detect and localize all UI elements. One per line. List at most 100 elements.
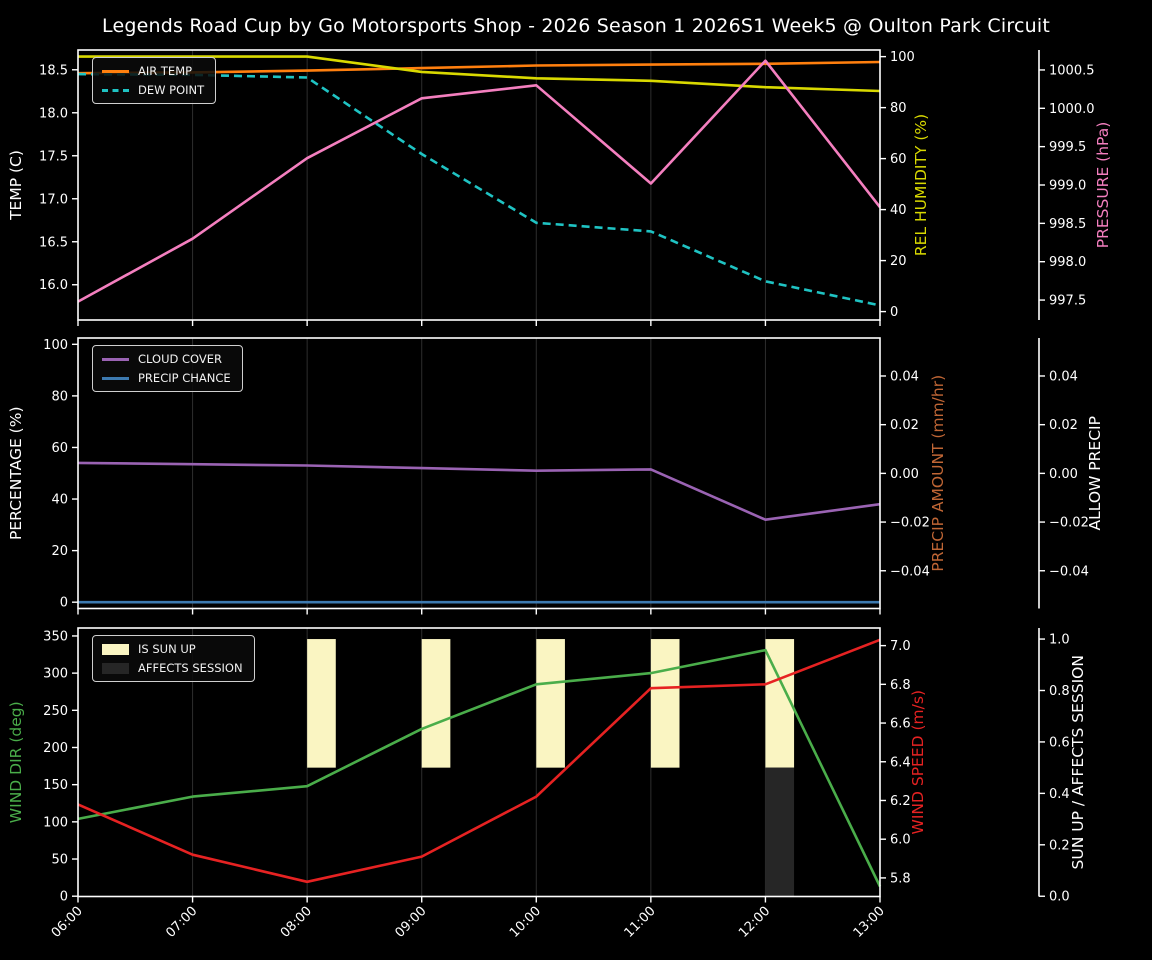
tick-label: 6.8 — [890, 678, 911, 693]
rel-humidity-axis-label: REL HUMIDITY (%) — [912, 114, 930, 256]
legend-item-sun-up: IS SUN UP — [102, 642, 243, 656]
dew-point-line — [77, 72, 881, 307]
tick-label: 80 — [890, 101, 907, 116]
x-tick-label: 10:00 — [507, 904, 544, 941]
tick-label: 0.02 — [1049, 418, 1078, 433]
x-tick-label: 11:00 — [622, 904, 659, 941]
tick-label: 0 — [890, 305, 898, 320]
tick-label: 999.5 — [1049, 140, 1086, 155]
tick-label: 50 — [51, 853, 68, 868]
panel-frame — [77, 49, 881, 321]
tick-label: 150 — [43, 778, 68, 793]
precip-amount-mm-hr-axis-label: PRECIP AMOUNT (mm/hr) — [929, 375, 947, 572]
temp-c-axis-label: TEMP (C) — [7, 150, 25, 221]
legend-precipitation: CLOUD COVER PRECIP CHANCE — [92, 345, 243, 392]
x-axis-ticks: 06:00 07:00 08:00 09:00 10:00 11:00 12:00 13:00 — [49, 896, 888, 941]
wind-dir-deg-axis-label: WIND DIR (deg) — [7, 701, 25, 823]
sun-up-affects-session-axis-label: SUN UP / AFFECTS SESSION — [1069, 655, 1087, 869]
tick-label: 6.0 — [890, 833, 911, 848]
legend-label: PRECIP CHANCE — [138, 371, 231, 385]
tick-label: −0.04 — [890, 564, 930, 579]
tick-label: 0.04 — [890, 369, 919, 384]
x-tick-label: 06:00 — [49, 904, 86, 941]
tick-label: 7.0 — [890, 639, 911, 654]
legend-item-cloud-cover: CLOUD COVER — [102, 352, 231, 366]
chart-title: Legends Road Cup by Go Motorsports Shop … — [102, 15, 1050, 37]
tick-label: 998.5 — [1049, 217, 1086, 232]
tick-label: 60 — [51, 441, 68, 456]
cloud-cover-line — [77, 461, 881, 522]
legend-item-affects-session: AFFECTS SESSION — [102, 661, 243, 675]
legend-label: CLOUD COVER — [138, 352, 223, 366]
tick-label: 20 — [51, 544, 68, 559]
tick-label: 100 — [43, 338, 68, 353]
wind-speed-line — [77, 638, 881, 884]
wind-speed-m-s-axis: 5.8 6.0 6.2 6.4 6.6 6.8 7.0 WIND SPEED (m/s) — [880, 639, 927, 886]
tick-label: 40 — [890, 203, 907, 218]
tick-label: 1.0 — [1049, 633, 1070, 648]
tick-label: 0.0 — [1049, 890, 1070, 905]
wind-dir-line — [77, 648, 882, 888]
legend-item-precip-chance: PRECIP CHANCE — [102, 371, 231, 385]
tick-label: 998.0 — [1049, 255, 1086, 270]
legend-wind: IS SUN UP AFFECTS SESSION — [92, 635, 255, 682]
legend-temperature: AIR TEMP DEW POINT — [92, 57, 217, 104]
wind-speed-m-s-axis-label: WIND SPEED (m/s) — [909, 690, 927, 834]
pressure-hpa-axis: 997.5 998.0 998.5 999.0 999.5 1000.0 1000.5 PRE… — [1039, 63, 1112, 309]
temp-c-axis: 16.0 16.5 17.0 17.5 18.0 18.5 TEMP (C) — [7, 63, 78, 293]
is-sun-up-bar — [650, 639, 680, 768]
tick-label: 80 — [51, 389, 68, 404]
percentage-axis: 0 20 40 60 80 100 PERCENTAGE (%) — [7, 338, 78, 611]
precip-amount-mm-hr-axis: −0.04 −0.02 0.00 0.02 0.04 PRECIP AMOUNT (mm/… — [880, 369, 947, 579]
tick-label: 6.6 — [890, 717, 911, 732]
allow-precip-axis: −0.04 −0.02 0.00 0.02 0.04 ALLOW PRECIP — [1039, 369, 1104, 579]
tick-label: −0.02 — [1049, 516, 1089, 531]
tick-label: 1000.0 — [1049, 102, 1095, 117]
sun-up-affects-session-axis: 0.0 0.2 0.4 0.6 0.8 1.0 SUN UP / AFFECTS SESSI… — [1039, 633, 1087, 905]
tick-label: 350 — [43, 629, 68, 644]
tick-label: 16.0 — [39, 278, 68, 293]
tick-label: 0.8 — [1049, 684, 1070, 699]
tick-label: 0.2 — [1049, 838, 1070, 853]
tick-label: 100 — [43, 815, 68, 830]
tick-label: 6.2 — [890, 794, 911, 809]
x-tick-label: 08:00 — [278, 904, 315, 941]
tick-label: 0.4 — [1049, 787, 1070, 802]
affects-session-swatch — [102, 662, 129, 674]
legend-label: AIR TEMP — [138, 64, 193, 78]
legend-label: DEW POINT — [138, 83, 205, 97]
affects-session-bar — [765, 767, 795, 897]
tick-label: 18.0 — [39, 106, 68, 121]
x-axis-ticks — [77, 608, 881, 615]
legend-item-dew-point: DEW POINT — [102, 83, 204, 97]
x-tick-label: 12:00 — [736, 904, 773, 941]
pressure-hpa-axis-label: PRESSURE (hPa) — [1094, 122, 1112, 249]
tick-label: 5.8 — [890, 871, 911, 886]
x-tick-label: 13:00 — [851, 904, 888, 941]
is-sun-up-bar — [421, 639, 451, 768]
tick-label: 6.4 — [890, 755, 911, 770]
legend-label: IS SUN UP — [138, 642, 196, 656]
cloud-cover-swatch — [102, 357, 129, 361]
precipitation-panel: 0 20 40 60 80 100 PERCENTAGE (%) −0.04 −0.02 0.00… — [7, 337, 1104, 615]
tick-label: 200 — [43, 741, 68, 756]
legend-item-air-temp: AIR TEMP — [102, 64, 204, 78]
tick-label: 300 — [43, 667, 68, 682]
tick-label: 40 — [51, 493, 68, 508]
legend-label: AFFECTS SESSION — [138, 661, 243, 675]
tick-label: 100 — [890, 50, 915, 65]
rel-humidity-line — [78, 55, 881, 93]
tick-label: 0.02 — [890, 418, 919, 433]
tick-label: 0.00 — [1049, 467, 1078, 482]
tick-label: 999.0 — [1049, 179, 1086, 194]
dew-point-swatch — [102, 88, 129, 92]
tick-label: 0.6 — [1049, 735, 1070, 750]
tick-label: 18.5 — [39, 63, 68, 78]
tick-label: 0 — [60, 596, 68, 611]
rel-humidity-axis: 0 20 40 60 80 100 REL HUMIDITY (%) — [880, 50, 930, 320]
tick-label: 0 — [60, 890, 68, 905]
tick-label: 17.0 — [39, 192, 68, 207]
tick-label: −0.04 — [1049, 564, 1089, 579]
